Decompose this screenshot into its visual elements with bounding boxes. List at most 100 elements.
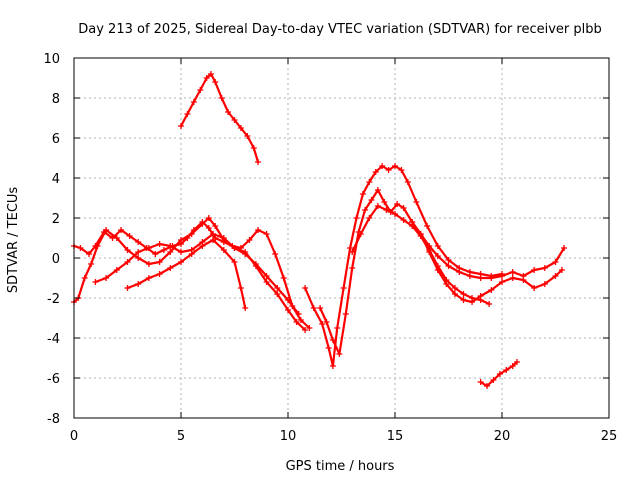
- data-point: [135, 239, 142, 245]
- series-arc-d: [124, 237, 249, 311]
- x-tick-label: 0: [70, 429, 78, 444]
- data-point: [167, 249, 174, 255]
- series-line: [351, 204, 491, 306]
- data-point: [509, 275, 516, 281]
- data-point: [404, 179, 411, 185]
- data-point: [302, 327, 309, 333]
- series-arc-b: [71, 215, 309, 333]
- data-point: [541, 265, 548, 271]
- data-point: [325, 345, 332, 351]
- data-point: [349, 249, 356, 255]
- data-point: [156, 259, 163, 265]
- series-arc-j: [477, 359, 520, 389]
- data-point: [103, 227, 110, 233]
- data-point: [178, 259, 184, 265]
- data-point: [295, 311, 302, 317]
- data-point: [329, 337, 336, 343]
- series-arc-e: [178, 71, 262, 165]
- data-point: [178, 123, 184, 129]
- data-point: [88, 261, 95, 267]
- data-point: [145, 245, 152, 251]
- x-tick-label: 5: [177, 429, 185, 444]
- data-point: [272, 251, 279, 257]
- y-axis-label: SDTVAR / TECUs: [6, 187, 21, 294]
- data-point: [372, 169, 379, 175]
- data-point: [434, 267, 441, 273]
- series-line: [72, 216, 307, 332]
- y-tick-label: 0: [52, 252, 60, 267]
- data-point: [398, 167, 405, 173]
- data-point: [509, 363, 516, 369]
- data-point: [103, 275, 110, 281]
- data-point: [374, 203, 381, 209]
- data-point: [205, 225, 212, 231]
- data-point: [199, 221, 206, 227]
- data-point: [466, 273, 473, 279]
- data-point: [323, 319, 330, 325]
- data-point: [317, 305, 324, 311]
- data-point: [488, 287, 495, 293]
- data-point: [306, 325, 313, 331]
- data-point: [167, 243, 174, 249]
- y-tick-label: 4: [52, 172, 60, 187]
- data-point: [456, 269, 463, 275]
- data-point: [368, 197, 375, 203]
- series-arc-i: [409, 219, 565, 305]
- data-point: [366, 215, 373, 221]
- data-point: [310, 305, 317, 311]
- data-point: [561, 245, 568, 251]
- chart-title: Day 213 of 2025, Sidereal Day-to-day VTE…: [78, 22, 602, 37]
- data-point: [274, 291, 281, 297]
- data-point: [499, 279, 505, 285]
- data-point: [210, 231, 217, 237]
- data-point: [184, 111, 191, 117]
- data-point: [383, 207, 390, 213]
- data-point: [285, 297, 291, 303]
- data-point: [242, 251, 249, 257]
- y-tick-label: -4: [47, 332, 60, 347]
- data-point: [445, 263, 452, 269]
- data-point: [135, 249, 142, 255]
- data-point: [255, 227, 262, 233]
- data-point: [246, 237, 253, 243]
- data-point: [263, 231, 270, 237]
- data-point: [499, 273, 505, 279]
- x-tick-label: 10: [280, 429, 297, 444]
- y-tick-label: 8: [52, 92, 60, 107]
- data-point: [156, 241, 163, 247]
- data-point: [244, 133, 251, 139]
- series-line: [94, 232, 300, 316]
- data-point: [451, 285, 458, 291]
- data-point: [237, 125, 244, 131]
- data-point: [558, 267, 565, 273]
- data-point: [156, 271, 163, 277]
- data-point: [94, 243, 101, 249]
- data-point: [92, 279, 99, 285]
- data-point: [145, 261, 152, 267]
- data-point: [212, 223, 219, 229]
- data-point: [392, 163, 398, 169]
- data-point: [385, 167, 392, 173]
- data-point: [409, 219, 416, 225]
- data-point: [340, 285, 347, 291]
- x-tick-label: 25: [601, 429, 618, 444]
- data-point: [342, 311, 349, 317]
- data-point: [263, 273, 270, 279]
- y-tick-label: 6: [52, 132, 60, 147]
- x-axis-ticks: 0 5 10 15 20 25: [70, 58, 617, 444]
- data-point: [293, 319, 300, 325]
- data-point: [520, 277, 527, 283]
- data-point: [231, 117, 238, 123]
- data-point: [188, 251, 195, 257]
- data-point: [424, 223, 431, 229]
- data-point: [484, 383, 491, 389]
- data-point: [178, 249, 184, 255]
- data-point: [280, 275, 287, 281]
- data-point: [77, 245, 84, 251]
- grid-lines: [74, 58, 609, 418]
- data-point: [417, 231, 424, 237]
- data-point: [188, 231, 195, 237]
- data-point: [426, 249, 433, 255]
- data-point: [334, 325, 341, 331]
- data-point: [488, 275, 495, 281]
